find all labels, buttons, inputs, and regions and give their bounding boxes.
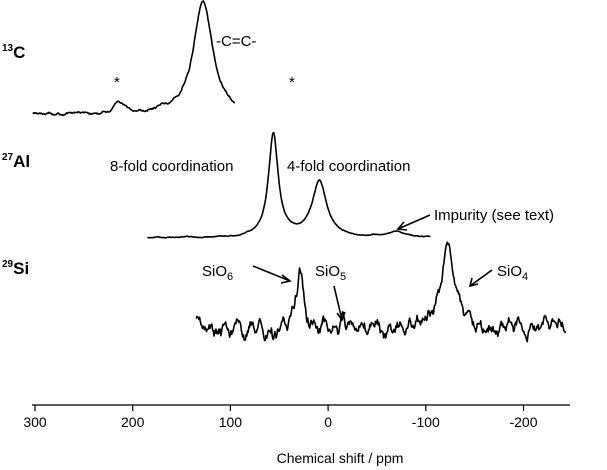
peak-label-sio6-subscript: 6 xyxy=(227,271,233,283)
sio5-arrow xyxy=(333,285,346,322)
spectrum-trace-al27 xyxy=(147,131,431,239)
x-tick-label: -200 xyxy=(509,414,537,430)
spectrum-trace-si29 xyxy=(195,241,567,343)
peak-label-sio4-species: SiO xyxy=(497,263,522,280)
sio4-arrow xyxy=(468,269,493,288)
x-tick-label: 0 xyxy=(324,414,332,430)
x-tick-label: -100 xyxy=(412,414,440,430)
nucleus-symbol-al27: Al xyxy=(13,152,30,171)
peak-label-8-fold: 8-fold coordination xyxy=(110,158,233,175)
x-axis-ticks: 300 200 100 0 -100 -200 xyxy=(23,405,538,430)
peak-label-alkyne: -C=C- xyxy=(216,33,256,50)
peak-label-impurity: Impurity (see text) xyxy=(434,207,554,224)
x-tick-label: 200 xyxy=(121,414,145,430)
x-axis-title: Chemical shift / ppm xyxy=(277,450,404,466)
peak-label-sio5-species: SiO xyxy=(315,263,340,280)
sio6-arrow xyxy=(252,265,292,284)
nucleus-label-c13: 13C xyxy=(2,43,25,62)
x-tick-label: 100 xyxy=(219,414,243,430)
spectrum-trace-c13 xyxy=(32,0,236,117)
peak-label-4-fold: 4-fold coordination xyxy=(287,158,410,175)
x-tick-label: 300 xyxy=(23,414,47,430)
peak-label-sio6-species: SiO xyxy=(202,263,227,280)
nucleus-label-al27: 27Al xyxy=(2,152,30,171)
peak-label-sio4: SiO4 xyxy=(497,263,528,283)
impurity-arrow xyxy=(396,214,431,231)
spinning-sideband-label-1: * xyxy=(114,74,120,91)
peak-label-sio5: SiO5 xyxy=(315,263,346,283)
spinning-sideband-label-2: * xyxy=(289,74,295,91)
nucleus-symbol-si29: Si xyxy=(13,259,29,278)
nucleus-symbol-c13: C xyxy=(13,43,25,62)
nucleus-label-si29: 29Si xyxy=(2,259,29,278)
peak-label-sio4-subscript: 4 xyxy=(522,271,528,283)
nucleus-mass-si29: 29 xyxy=(2,259,14,270)
peak-label-sio5-subscript: 5 xyxy=(340,271,346,283)
nucleus-mass-c13: 13 xyxy=(2,43,14,54)
nucleus-mass-al27: 27 xyxy=(2,152,14,163)
peak-label-sio6: SiO6 xyxy=(202,263,233,283)
